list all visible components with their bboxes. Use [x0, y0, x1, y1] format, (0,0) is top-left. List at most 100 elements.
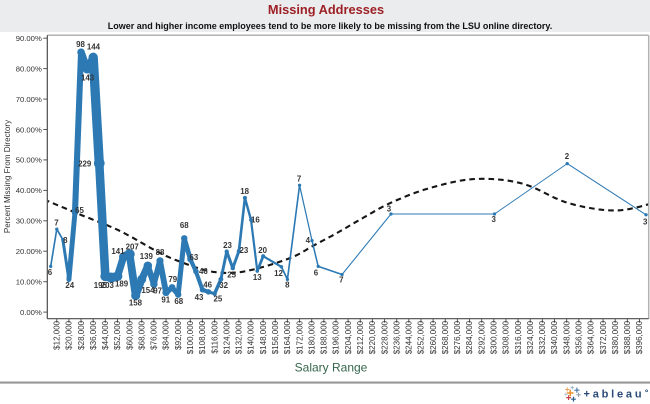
svg-text:$92,000: $92,000	[174, 320, 183, 349]
svg-text:229: 229	[78, 160, 92, 169]
svg-text:6: 6	[314, 268, 319, 277]
svg-text:$292,000: $292,000	[477, 320, 486, 354]
svg-text:3: 3	[643, 218, 648, 227]
svg-text:$188,000: $188,000	[320, 320, 329, 354]
svg-text:16: 16	[251, 216, 260, 225]
svg-text:$356,000: $356,000	[574, 320, 583, 354]
svg-text:$60,000: $60,000	[125, 320, 134, 349]
svg-text:$204,000: $204,000	[344, 320, 353, 354]
svg-text:Lower and higher income employ: Lower and higher income employees tend t…	[108, 21, 552, 31]
svg-text:$268,000: $268,000	[441, 320, 450, 354]
svg-text:60.00%: 60.00%	[16, 125, 42, 134]
svg-text:$388,000: $388,000	[623, 320, 632, 354]
svg-text:23: 23	[223, 241, 232, 250]
svg-text:6: 6	[48, 268, 53, 277]
svg-text:65: 65	[75, 206, 84, 215]
svg-text:158: 158	[129, 299, 143, 308]
svg-text:12: 12	[274, 269, 283, 278]
svg-text:8: 8	[285, 281, 290, 290]
svg-text:$140,000: $140,000	[247, 320, 256, 354]
svg-text:8: 8	[63, 236, 68, 245]
svg-text:$260,000: $260,000	[429, 320, 438, 354]
svg-text:$12,000: $12,000	[52, 320, 61, 349]
svg-text:$348,000: $348,000	[562, 320, 571, 354]
svg-text:7: 7	[54, 219, 59, 228]
svg-text:13: 13	[253, 273, 262, 282]
svg-text:143: 143	[81, 74, 95, 83]
svg-text:$244,000: $244,000	[405, 320, 414, 354]
svg-text:3: 3	[387, 205, 392, 214]
svg-text:7: 7	[339, 275, 344, 284]
svg-text:$316,000: $316,000	[514, 320, 523, 354]
svg-text:2: 2	[565, 152, 570, 161]
svg-text:$276,000: $276,000	[453, 320, 462, 354]
svg-text:$196,000: $196,000	[332, 320, 341, 354]
svg-text:$68,000: $68,000	[137, 320, 146, 349]
svg-text:195: 195	[94, 281, 108, 290]
svg-text:$172,000: $172,000	[295, 320, 304, 354]
svg-text:10.00%: 10.00%	[16, 278, 42, 287]
svg-text:40.00%: 40.00%	[16, 186, 42, 195]
svg-text:$284,000: $284,000	[465, 320, 474, 354]
svg-text:46: 46	[199, 267, 208, 276]
svg-text:98: 98	[76, 40, 85, 49]
svg-text:$300,000: $300,000	[490, 320, 499, 354]
svg-text:20.00%: 20.00%	[16, 247, 42, 256]
svg-text:$164,000: $164,000	[283, 320, 292, 354]
svg-text:$84,000: $84,000	[162, 320, 171, 349]
svg-text:$44,000: $44,000	[101, 320, 110, 349]
svg-text:25: 25	[214, 294, 223, 303]
svg-text:79: 79	[168, 275, 177, 284]
svg-text:$220,000: $220,000	[368, 320, 377, 354]
svg-text:46: 46	[203, 280, 212, 289]
svg-text:63: 63	[190, 253, 199, 262]
svg-text:4: 4	[306, 236, 311, 245]
svg-text:$324,000: $324,000	[526, 320, 535, 354]
svg-text:68: 68	[174, 297, 183, 306]
svg-text:$396,000: $396,000	[635, 320, 644, 354]
svg-text:$332,000: $332,000	[538, 320, 547, 354]
svg-text:30.00%: 30.00%	[16, 217, 42, 226]
svg-text:25: 25	[227, 270, 236, 279]
svg-text:3: 3	[492, 215, 497, 224]
svg-text:$252,000: $252,000	[417, 320, 426, 354]
svg-text:$156,000: $156,000	[271, 320, 280, 354]
svg-text:$380,000: $380,000	[611, 320, 620, 354]
svg-text:203: 203	[101, 281, 115, 290]
svg-text:189: 189	[115, 279, 129, 288]
svg-text:$340,000: $340,000	[550, 320, 559, 354]
svg-text:68: 68	[180, 221, 189, 230]
svg-text:Percent Missing From Directory: Percent Missing From Directory	[3, 119, 12, 233]
svg-text:$228,000: $228,000	[380, 320, 389, 354]
svg-text:$108,000: $108,000	[198, 320, 207, 354]
svg-text:50.00%: 50.00%	[16, 156, 42, 165]
svg-text:18: 18	[240, 187, 249, 196]
svg-text:0.00%: 0.00%	[20, 308, 42, 317]
svg-text:$20,000: $20,000	[65, 320, 74, 349]
svg-text:$364,000: $364,000	[587, 320, 596, 354]
svg-text:+ableau: +ableau	[584, 389, 645, 401]
svg-text:$236,000: $236,000	[392, 320, 401, 354]
svg-text:$372,000: $372,000	[599, 320, 608, 354]
svg-text:$180,000: $180,000	[307, 320, 316, 354]
svg-text:$36,000: $36,000	[89, 320, 98, 349]
svg-text:$100,000: $100,000	[186, 320, 195, 354]
svg-text:90.00%: 90.00%	[16, 34, 42, 43]
svg-text:$124,000: $124,000	[222, 320, 231, 354]
svg-text:141: 141	[111, 247, 125, 256]
svg-text:23: 23	[240, 246, 249, 255]
svg-text:Salary Range: Salary Range	[295, 361, 368, 375]
svg-text:7: 7	[297, 175, 302, 184]
svg-text:70.00%: 70.00%	[16, 95, 42, 104]
svg-text:43: 43	[195, 293, 204, 302]
svg-text:32: 32	[219, 281, 228, 290]
svg-text:207: 207	[126, 243, 140, 252]
svg-text:$148,000: $148,000	[259, 320, 268, 354]
svg-text:$76,000: $76,000	[150, 320, 159, 349]
svg-text:$212,000: $212,000	[356, 320, 365, 354]
svg-text:154: 154	[141, 286, 155, 295]
svg-text:139: 139	[140, 252, 154, 261]
svg-text:91: 91	[161, 296, 170, 305]
svg-text:80.00%: 80.00%	[16, 64, 42, 73]
svg-text:$308,000: $308,000	[502, 320, 511, 354]
